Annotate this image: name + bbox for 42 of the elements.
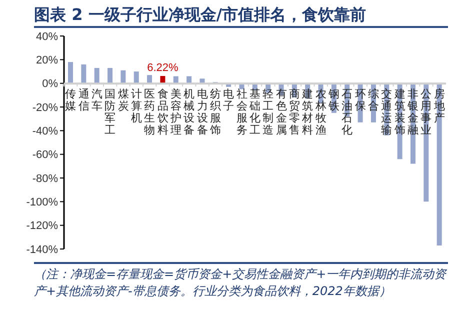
x-tick-label: 交通运输 bbox=[381, 88, 392, 137]
x-tick-label: 纺织服饰 bbox=[208, 88, 221, 137]
y-tick-label: -20% bbox=[32, 102, 58, 114]
x-tick-label: 房地产 bbox=[432, 88, 445, 125]
y-tick-label: 20% bbox=[36, 54, 58, 67]
y-tick-label: -60% bbox=[32, 149, 58, 162]
y-tick-label: 0% bbox=[42, 78, 58, 90]
x-tick-label: 计算机 bbox=[130, 88, 142, 125]
x-tick-label: 钢铁 bbox=[328, 88, 340, 113]
chart-title: 图表 2 一级子行业净现金/市值排名，食饮靠前 bbox=[34, 4, 448, 28]
x-tick-label: 基础化工 bbox=[248, 88, 260, 137]
y-tick-label: -80% bbox=[32, 172, 58, 185]
data-label: 6.22% bbox=[147, 62, 179, 74]
y-tick-label: -40% bbox=[32, 126, 58, 138]
y-tick-label: -140% bbox=[26, 244, 58, 256]
x-tick-label: 环保 bbox=[354, 88, 366, 113]
x-tick-label: 公用事业 bbox=[420, 88, 432, 137]
x-tick-label: 煤炭 bbox=[118, 88, 129, 113]
x-tick-label: 食品饮料 bbox=[156, 88, 168, 137]
x-tick-label: 社会服务 bbox=[236, 88, 248, 137]
x-tick-label: 商贸零售 bbox=[289, 88, 300, 137]
x-tick-label: 轻工制造 bbox=[262, 88, 274, 137]
x-tick-label: 电子 bbox=[223, 88, 234, 113]
x-tick-label: 电力设备 bbox=[196, 88, 208, 137]
x-tick-label: 农林牧渔 bbox=[314, 88, 326, 137]
y-tick-label: 40% bbox=[36, 30, 58, 43]
x-tick-label: 综合 bbox=[368, 88, 380, 113]
y-tick-label: -100% bbox=[26, 196, 58, 209]
x-tick-label: 通信 bbox=[78, 88, 90, 113]
x-tick-label: 传媒 bbox=[65, 88, 76, 113]
x-tick-label: 医药生物 bbox=[144, 88, 156, 137]
x-tick-label: 国防军工 bbox=[104, 88, 116, 137]
y-tick-label: -120% bbox=[26, 220, 58, 232]
x-tick-label: 建筑装饰 bbox=[393, 88, 406, 137]
x-tick-label: 机械设备 bbox=[184, 88, 195, 137]
x-tick-label: 美容护理 bbox=[169, 88, 182, 137]
x-tick-label: 石油石化 bbox=[342, 88, 353, 137]
x-tick-label: 汽车 bbox=[91, 88, 102, 113]
x-tick-label: 有色金属 bbox=[276, 88, 287, 137]
x-tick-label: 建筑材料 bbox=[301, 88, 314, 137]
x-tick-label: 非银金融 bbox=[406, 88, 419, 137]
text: （注：净现金=存量现金=货币资金+交易性金融资产+一年内到期的非流动资产+其他流动资产-带息债务。行业分类为食品饮料，2022年数据） bbox=[34, 266, 448, 300]
